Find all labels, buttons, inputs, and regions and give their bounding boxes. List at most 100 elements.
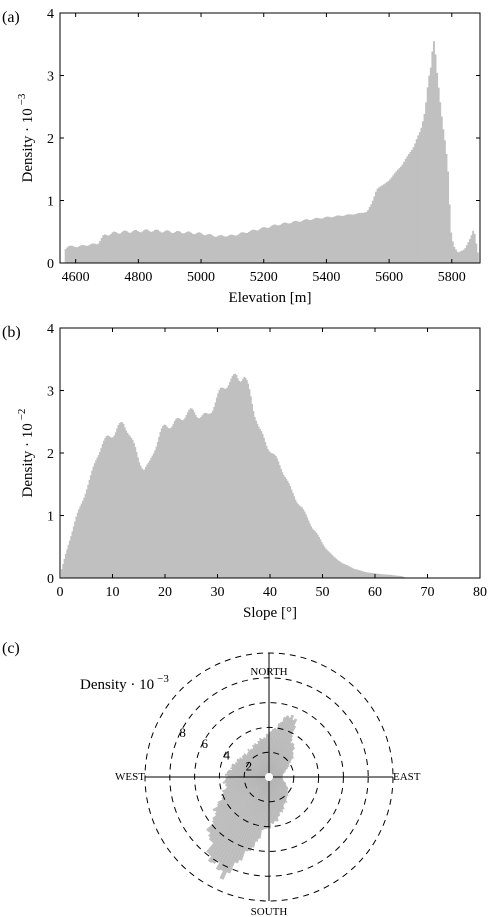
- panel-a-bar-173: [335, 215, 338, 263]
- panel-b-bar-17: [83, 497, 86, 578]
- panel-a-bar-18: [92, 243, 95, 263]
- panel-a-bar-56: [152, 231, 155, 263]
- panel-b-bar-200: [323, 546, 326, 578]
- panel-b-bar-222: [352, 568, 355, 578]
- panel-a-bar-169: [329, 217, 332, 263]
- panel-b-bar-88: [176, 417, 179, 578]
- panel-a-bar-124: [259, 229, 261, 263]
- panel-a-bar-95: [213, 236, 216, 263]
- panel-a-bar-248: [453, 246, 456, 263]
- panel-b-y-axis-label-exponent: −2: [16, 409, 28, 421]
- panel-a-y-axis-label-exponent: −3: [16, 93, 28, 105]
- panel-a-x-tick-label: 5000: [187, 270, 215, 285]
- panel-a-bar-109: [235, 235, 238, 263]
- panel-b-bar-11: [75, 516, 78, 578]
- panel-a-bar-222: [412, 147, 415, 263]
- panel-b-bar-48: [124, 427, 126, 578]
- panel-b-bar-62: [142, 469, 145, 578]
- panel-c-center-dot: [265, 773, 273, 781]
- panel-b-bar-162: [273, 454, 276, 578]
- panel-b-y-axis-label-base: Density · 10: [20, 423, 36, 497]
- panel-a-bar-258: [469, 239, 471, 263]
- panel-a-bar-142: [287, 223, 290, 263]
- panel-b-bar-70: [152, 453, 155, 578]
- panel-b-bar-257: [398, 575, 401, 578]
- panel-c-wedge-178: [265, 733, 270, 778]
- panel-b-bar-132: [234, 373, 236, 578]
- panel-a-bar-13: [85, 245, 87, 263]
- panel-b-bar-240: [376, 573, 378, 578]
- panel-a-bar-39: [125, 231, 128, 263]
- panel-b-bar-123: [222, 388, 225, 578]
- panel-b-bar-107: [201, 415, 204, 578]
- panel-a-bar-117: [248, 232, 250, 263]
- panel-a-bar-125: [260, 227, 263, 263]
- panel-b-bar-22: [89, 475, 92, 578]
- panel-c-wedge-87: [268, 776, 275, 824]
- panel-a-bar-162: [318, 218, 321, 263]
- panel-a-bar-17: [91, 243, 94, 263]
- panel-a-bar-50: [143, 230, 145, 263]
- panel-a-bar-187: [357, 213, 360, 263]
- panel-b-bar-31: [101, 444, 104, 578]
- panel-a-bar-227: [420, 127, 423, 264]
- panel-b-bar-53: [130, 437, 133, 578]
- panel-a-bar-168: [327, 216, 330, 263]
- panel-c-wedge-166: [251, 744, 270, 778]
- panel-c-wedge-169: [255, 743, 270, 778]
- panel-a-bar-131: [270, 226, 272, 263]
- panel-a-bar-2: [67, 246, 70, 263]
- panel-a-bar-133: [273, 224, 276, 263]
- panel-b-bar-151: [259, 429, 261, 578]
- panel-b-y-ticks: 0 1 2 3 4: [47, 322, 480, 587]
- panel-a-bar-37: [122, 230, 125, 263]
- panel-a-bar-91: [207, 234, 210, 263]
- panel-b-x-tick-label: 70: [421, 585, 435, 600]
- panel-a-bar-136: [277, 225, 280, 263]
- panel-a-bar-178: [343, 215, 346, 263]
- panel-b-bar-235: [369, 572, 372, 578]
- panel-a-bar-143: [288, 223, 291, 263]
- panel-a-bar-102: [224, 236, 227, 263]
- panel-b-bar-61: [141, 468, 143, 578]
- panel-a-bar-11: [81, 244, 84, 263]
- panel-a-bar-167: [326, 216, 329, 263]
- panel-a-bar-175: [338, 215, 341, 263]
- panel-b-bar-169: [282, 474, 285, 578]
- panel-a-bar-235: [432, 41, 435, 264]
- panel-b-bar-83: [169, 428, 172, 578]
- panel-b-bar-223: [353, 569, 356, 578]
- panel-a-x-ticks: 4600 4800 5000 5200 5400 5600 5800: [62, 13, 466, 285]
- panel-b-bar-201: [324, 548, 327, 578]
- panel-b-bar-86: [173, 420, 176, 578]
- panel-a-bar-103: [226, 236, 229, 263]
- panel-a-bar-90: [205, 234, 208, 263]
- panel-a-bar-48: [139, 232, 142, 263]
- panel-b-bar-71: [154, 450, 156, 578]
- panel-a-bar-221: [411, 149, 413, 263]
- panel-b-bar-55: [133, 443, 135, 578]
- panel-b-bar-225: [356, 569, 359, 578]
- panel-b-bar-20: [87, 484, 89, 578]
- panel-b-bar-106: [200, 416, 202, 578]
- panel-a-bar-98: [218, 235, 221, 263]
- panel-a-bar-217: [404, 158, 407, 263]
- panel-a-bar-208: [390, 177, 393, 263]
- panel-b-bar-99: [190, 408, 193, 578]
- panel-b-bar-150: [257, 426, 260, 578]
- panel-b-bar-249: [387, 574, 390, 578]
- panel-c-radial-tick-label: 2: [246, 759, 253, 774]
- panel-a-bar-144: [290, 222, 293, 263]
- panel-b-bar-127: [227, 385, 230, 578]
- panel-b-bar-244: [381, 574, 383, 578]
- panel-a-bar-44: [133, 230, 136, 263]
- panel-b-bar-139: [243, 376, 246, 578]
- panel-a-bar-252: [459, 251, 462, 263]
- panel-a-bar-160: [315, 217, 318, 263]
- panel-c-wedge-104: [215, 776, 270, 871]
- panel-a-bar-32: [114, 232, 117, 263]
- panel-b-bar-122: [221, 387, 223, 578]
- panel-a-bar-65: [166, 230, 169, 263]
- panel-a-bar-197: [373, 196, 376, 263]
- panel-b-bar-85: [172, 423, 175, 578]
